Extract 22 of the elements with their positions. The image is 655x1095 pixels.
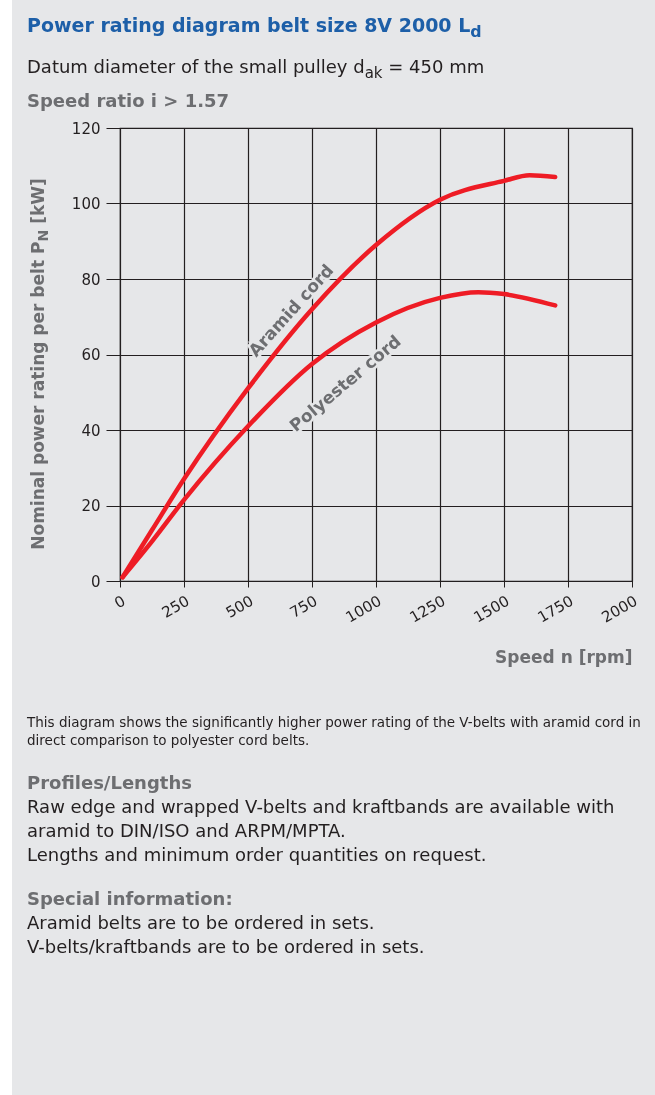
y-tick-label: 80 (81, 270, 101, 289)
text: V-belts/kraftbands are to be ordered in sets. (27, 935, 426, 959)
y-tick-label: 20 (81, 497, 101, 515)
x-axis-title: Speed n [rpm] (495, 646, 633, 667)
y-tick-label: 0 (90, 572, 101, 591)
text: Aramid belts are to be ordered in sets. (27, 911, 376, 935)
x-tick-label: 500 (222, 591, 257, 622)
text: This diagram shows the significantly higher power rating of the V-belts with aramid cord in direct comparison to polyester cord belts. (27, 713, 642, 749)
text: Lengths and minimum order quantities on request. (27, 843, 488, 867)
x-tick-label: 750 (286, 591, 321, 622)
text: Profiles/Lengths (27, 771, 193, 795)
y-tick-label: 120 (71, 119, 101, 138)
text: Raw edge and wrapped V-belts and kraftbands are available with aramid to DIN/ISO and ARPM/MPTA. (27, 795, 616, 843)
text: Special information: (27, 887, 234, 911)
x-tick-label: 250 (158, 591, 193, 622)
y-tick-label: 40 (81, 421, 101, 440)
chart-subtitle: Datum diameter of the small pulley d$_{ak}$ = 450 mm (27, 56, 485, 82)
x-tick-label: 0 (111, 591, 129, 613)
y-tick-label: 60 (81, 346, 101, 364)
text: Speed ratio i > 1.57 (27, 90, 230, 111)
chart-title: Power rating diagram belt size 8V 2000 L$_{d}$ (27, 14, 482, 41)
y-tick-label: 100 (71, 195, 101, 213)
